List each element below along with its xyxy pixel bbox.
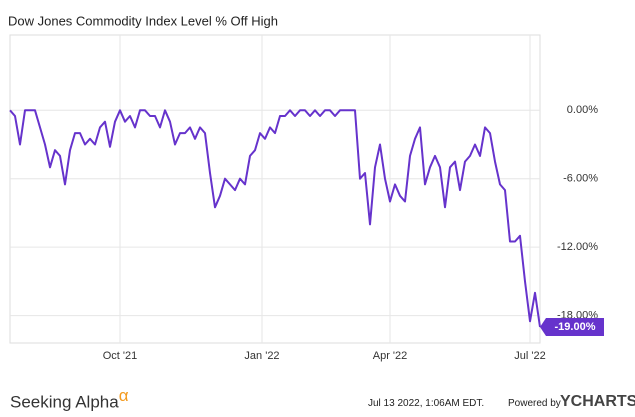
provider: YCHARTS xyxy=(560,393,635,410)
end-label-box xyxy=(540,318,604,337)
powered-by: Powered by xyxy=(508,398,561,409)
end-label-text: -19.00% xyxy=(555,321,596,333)
x-tick-label: Jan '22 xyxy=(244,350,279,362)
x-tick-label: Oct '21 xyxy=(103,350,138,362)
plot-border xyxy=(9,34,541,344)
x-tick-label: Jul '22 xyxy=(514,350,545,362)
y-tick-label: 0.00% xyxy=(567,104,598,116)
x-tick-label: Apr '22 xyxy=(373,350,408,362)
line xyxy=(9,109,541,328)
brand-mark: α xyxy=(118,386,129,405)
chart-title: Dow Jones Commodity Index Level % Off Hi… xyxy=(8,13,278,28)
timestamp: Jul 13 2022, 1:06AM EDT. xyxy=(368,398,485,409)
chart: Dow Jones Commodity Index Level % Off Hi… xyxy=(8,13,604,362)
brand: Seeking Alphaα xyxy=(10,386,129,413)
brand-name: Seeking Alpha xyxy=(10,392,119,412)
end-label: -19.00% xyxy=(540,318,604,337)
y-tick-label: -6.00% xyxy=(563,173,598,185)
y-tick-label: -12.00% xyxy=(557,241,598,253)
